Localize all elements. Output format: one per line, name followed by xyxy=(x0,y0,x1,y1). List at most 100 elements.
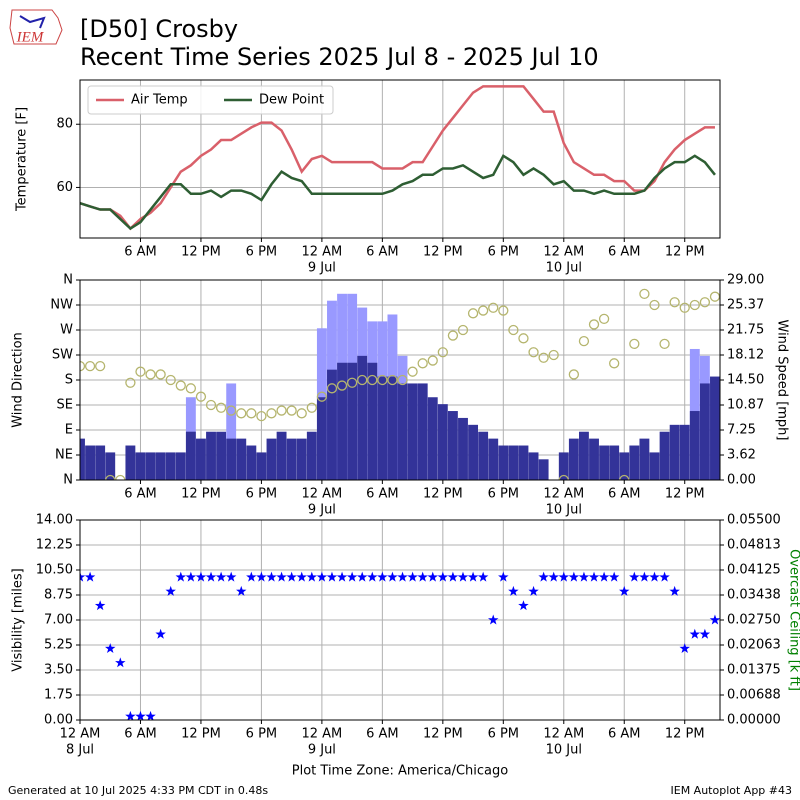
line-series xyxy=(80,85,715,231)
y-tick-label: 0.00 xyxy=(44,713,73,728)
visibility-marker xyxy=(246,571,257,582)
plot-frame xyxy=(79,519,721,721)
y2-axis-label: Overcast Ceiling [k ft] xyxy=(787,549,800,691)
bar xyxy=(639,438,650,480)
bar xyxy=(105,452,116,480)
visibility-marker xyxy=(659,571,670,582)
title: [D50] Crosby xyxy=(80,15,238,43)
direction-marker xyxy=(155,369,166,380)
y-tick-label: N xyxy=(63,273,73,288)
x-tick-label: 12 AM xyxy=(301,245,342,260)
direction-marker xyxy=(699,297,711,308)
bar xyxy=(538,459,549,480)
visibility-marker xyxy=(699,628,711,639)
bar xyxy=(327,369,337,480)
bar xyxy=(699,383,710,480)
visibility-marker xyxy=(185,571,197,582)
visibility-marker xyxy=(709,614,720,625)
y2-tick-label: 0.02063 xyxy=(727,638,781,653)
direction-marker xyxy=(296,408,307,419)
bar xyxy=(286,438,297,480)
plot-area xyxy=(80,85,716,231)
plot-area xyxy=(80,288,720,480)
direction-marker xyxy=(195,391,207,402)
direction-marker xyxy=(659,338,670,350)
direction-marker xyxy=(447,330,459,341)
bar xyxy=(125,445,136,480)
y-axis-label: Temperature [F] xyxy=(15,107,30,212)
legend: Air Temp Dew Point xyxy=(87,85,334,115)
bar xyxy=(316,397,327,480)
direction-marker xyxy=(679,302,690,313)
y-axis-label: Visibility [miles] xyxy=(11,568,26,671)
x-tick-label: 6 AM xyxy=(366,727,399,742)
visibility-marker xyxy=(276,571,287,582)
direction-marker xyxy=(205,399,217,411)
bar xyxy=(387,376,398,480)
visibility-marker xyxy=(125,710,136,720)
y2-tick-label: 0.00 xyxy=(727,473,756,488)
bar xyxy=(276,431,287,480)
direction-marker xyxy=(105,474,116,480)
bar xyxy=(689,411,700,480)
bar xyxy=(296,438,307,480)
visibility-marker xyxy=(619,585,630,596)
direction-marker xyxy=(266,408,277,419)
plot-frame xyxy=(79,279,721,481)
y2-tick-label: 10.87 xyxy=(727,398,764,413)
direction-marker xyxy=(437,347,448,358)
x-date-label: 10 Jul xyxy=(546,261,582,276)
visibility-marker xyxy=(356,571,368,582)
chart-panel: 12 AM 6 AM 12 PM 6 PM 12 AM 6 AM 12 PM 6 PM 12 A… xyxy=(11,513,800,779)
y-tick-label: SE xyxy=(57,398,73,413)
visibility-marker xyxy=(457,571,469,582)
bar xyxy=(206,431,216,480)
direction-marker xyxy=(669,297,680,308)
y2-tick-label: 0.01375 xyxy=(727,663,781,678)
direction-marker xyxy=(84,360,96,372)
y-tick-label: NW xyxy=(50,298,73,313)
bar xyxy=(578,431,589,480)
visibility-marker xyxy=(669,585,680,596)
bar xyxy=(175,452,186,480)
direction-marker xyxy=(477,305,489,316)
y-tick-label: 7.00 xyxy=(44,613,73,628)
visibility-marker xyxy=(367,571,378,582)
visibility-marker xyxy=(256,571,267,582)
y-axis-label: Wind Direction xyxy=(11,332,26,428)
y-tick-label: SW xyxy=(52,348,73,363)
bar xyxy=(478,431,489,480)
direction-marker xyxy=(115,474,126,480)
x-tick-label: 6 AM xyxy=(124,487,157,502)
visibility-marker xyxy=(629,571,640,582)
visibility-marker xyxy=(588,571,600,582)
direction-marker xyxy=(709,291,720,302)
y-tick-label: S xyxy=(65,373,73,388)
y2-tick-label: 0.05500 xyxy=(727,513,781,528)
visibility-marker xyxy=(236,585,247,596)
direction-marker xyxy=(518,333,529,344)
bar xyxy=(609,445,620,480)
visibility-marker xyxy=(175,571,187,582)
x-date-label: 8 Jul xyxy=(66,743,94,758)
bar xyxy=(437,404,448,480)
direction-marker xyxy=(457,324,469,336)
bar xyxy=(669,424,680,480)
direction-marker xyxy=(316,391,328,402)
direction-marker xyxy=(427,355,438,366)
y-tick-label: 14.00 xyxy=(36,513,73,528)
bar xyxy=(468,424,479,480)
y-tick-label: E xyxy=(65,423,73,438)
visibility-marker xyxy=(689,628,701,639)
direction-marker xyxy=(508,324,519,336)
bar xyxy=(367,362,378,480)
bar xyxy=(145,452,156,480)
y-tick-label: 8.75 xyxy=(44,588,73,603)
direction-marker xyxy=(145,369,156,380)
y-tick-label: 3.50 xyxy=(44,663,73,678)
direction-marker xyxy=(407,366,418,377)
visibility-marker xyxy=(105,643,116,654)
visibility-marker xyxy=(528,585,539,596)
x-tick-label: 12 PM xyxy=(665,487,705,502)
visibility-marker xyxy=(155,628,166,639)
